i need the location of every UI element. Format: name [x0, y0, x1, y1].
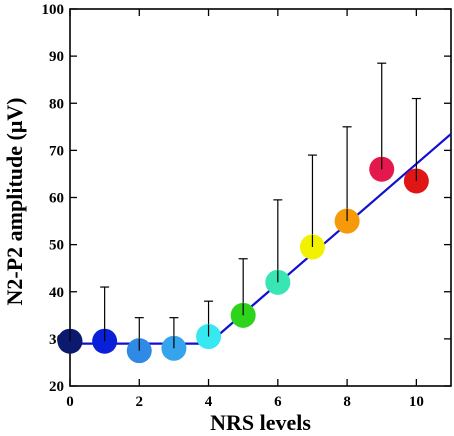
y-tick-label: 40 — [49, 285, 64, 301]
data-point — [299, 234, 325, 260]
fit-line-layer — [70, 133, 452, 345]
plot-frame — [69, 8, 452, 387]
y-tick-label: 70 — [49, 143, 64, 159]
y-tick-label: 80 — [49, 96, 64, 112]
x-tick-label: 0 — [66, 394, 74, 410]
fit-line — [70, 133, 452, 345]
x-tick-label: 6 — [274, 394, 282, 410]
x-axis-title: NRS levels — [210, 410, 311, 435]
y-tick-label: 20 — [49, 379, 64, 395]
x-tick-label: 8 — [343, 394, 351, 410]
x-tick-label: 10 — [409, 394, 424, 410]
y-tick-label: 60 — [49, 191, 64, 207]
y-tick-label: 100 — [42, 2, 65, 18]
data-points — [57, 156, 429, 364]
y-axis-title: N2-P2 amplitude (μV) — [2, 97, 27, 305]
x-tick-label: 2 — [136, 394, 144, 410]
axis-frame — [69, 8, 452, 387]
y-tick-label: 90 — [49, 49, 64, 65]
x-tick-label: 4 — [205, 394, 213, 410]
y-tick-label: 50 — [49, 238, 64, 254]
